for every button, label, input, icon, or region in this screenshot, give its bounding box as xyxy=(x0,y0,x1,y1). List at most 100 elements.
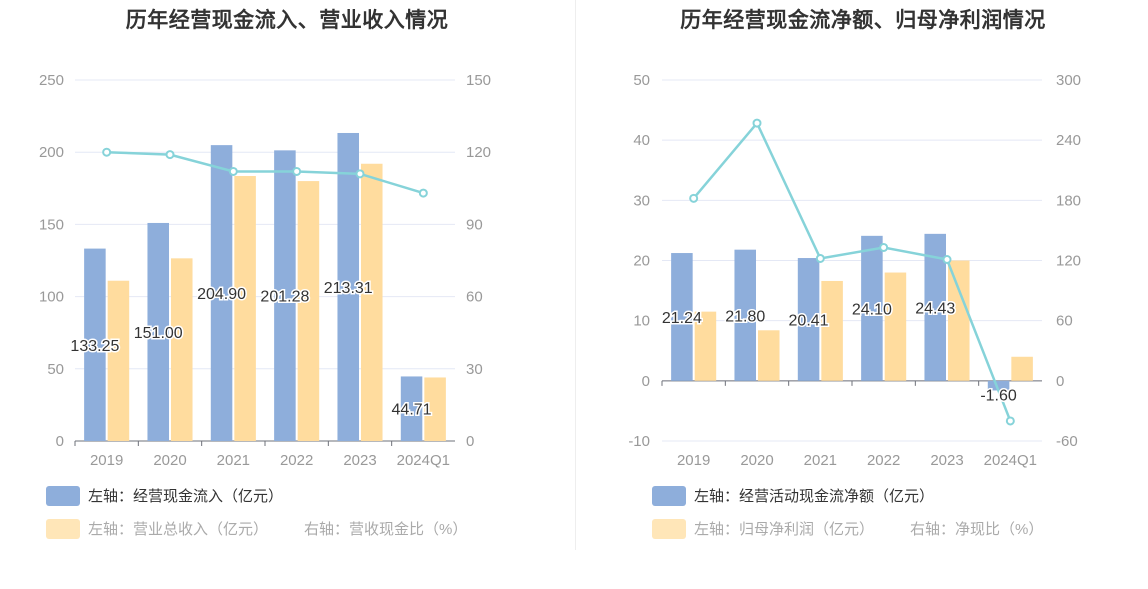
y-right-tick-label: 30 xyxy=(466,361,483,378)
line-point xyxy=(165,150,175,160)
y-left-tick-label: 30 xyxy=(633,192,650,209)
x-tick-label: 2024Q1 xyxy=(984,452,1037,469)
panel-divider xyxy=(575,0,576,550)
y-right-tick-label: 240 xyxy=(1056,132,1081,149)
legend-item-bar-primary[interactable]: 左轴：经营现金流入（亿元） xyxy=(46,485,283,506)
bar-data-label: 44.71 xyxy=(392,402,432,419)
legend-row-secondary: 左轴：营业总收入（亿元） 右轴：营收现金比（%） xyxy=(46,518,467,539)
y-right-tick-label: 120 xyxy=(466,144,491,161)
x-tick-label: 2020 xyxy=(740,452,773,469)
bar-primary xyxy=(861,235,883,381)
line-point xyxy=(815,253,825,263)
bar-primary xyxy=(987,380,1010,391)
x-tick-label: 2019 xyxy=(90,452,123,469)
bar-secondary xyxy=(694,311,717,381)
y-left-tick-label: -10 xyxy=(628,433,650,450)
y-left-tick-label: 0 xyxy=(56,433,64,450)
line-point xyxy=(228,166,238,176)
legend-swatch xyxy=(652,518,686,539)
legend-swatch xyxy=(46,485,80,506)
legend-label: 左轴：归母净利润（亿元） xyxy=(694,521,875,538)
legend-label: 左轴：经营活动现金流净额（亿元） xyxy=(694,488,935,505)
bar-secondary xyxy=(948,260,970,381)
bar-primary xyxy=(147,222,169,441)
bar-data-label: 204.90 xyxy=(197,286,246,303)
bar-data-label: 213.31 xyxy=(324,280,373,297)
bar-data-label: 20.41 xyxy=(789,312,829,329)
y-right-tick-label: 60 xyxy=(466,289,483,306)
x-tick-label: 2023 xyxy=(343,452,376,469)
legend-item-line[interactable]: 右轴：营收现金比（%） xyxy=(296,518,467,539)
chart-panel-left: 历年经营现金流入、营业收入情况 0 50 100 150 200 250 0 30 60 90 12… xyxy=(0,0,574,560)
x-tick-label: 2023 xyxy=(930,452,963,469)
legend-label: 左轴：营业总收入（亿元） xyxy=(88,521,269,538)
legend-item-line[interactable]: 右轴：净现比（%） xyxy=(902,518,1043,539)
y-right-tick-label: 180 xyxy=(1056,192,1081,209)
bar-data-label: 24.10 xyxy=(852,301,892,318)
y-right-tick-label: 150 xyxy=(466,72,491,89)
line-point xyxy=(418,188,428,198)
x-tick-label: 2022 xyxy=(867,452,900,469)
y-right-tick-label: 90 xyxy=(466,216,483,233)
bar-data-label: -1.60 xyxy=(980,387,1017,404)
legend-swatch xyxy=(46,518,80,539)
y-right-tick-label: 0 xyxy=(466,433,474,450)
bar-primary xyxy=(400,376,423,441)
bar-secondary xyxy=(424,377,446,441)
bar-secondary xyxy=(234,176,256,441)
line-point xyxy=(102,147,112,157)
legend-item-bar-primary[interactable]: 左轴：经营活动现金流净额（亿元） xyxy=(652,485,934,506)
y-left-tick-label: 150 xyxy=(39,216,64,233)
x-tick-label: 2020 xyxy=(153,452,186,469)
bar-data-label: 21.24 xyxy=(662,310,702,327)
line-point xyxy=(942,254,952,264)
x-tick-label: 2019 xyxy=(677,452,710,469)
chart-plot-left: 0 50 100 150 200 250 0 30 60 90 120 150 2019 2020 2021… xyxy=(39,72,491,469)
chart-panel-right: 历年经营现金流净额、归母净利润情况 -10 0 10 20 30 40 50 -60 0 60 12… xyxy=(576,0,1148,560)
line-point xyxy=(292,166,302,176)
y-left-tick-label: 50 xyxy=(47,361,64,378)
legend-row-secondary: 左轴：归母净利润（亿元） 右轴：净现比（%） xyxy=(652,518,1043,539)
bar-primary xyxy=(797,258,820,381)
bar-data-label: 21.80 xyxy=(725,308,765,325)
y-left-tick-label: 100 xyxy=(39,289,64,306)
y-right-tick-label: -60 xyxy=(1056,433,1078,450)
bar-data-label: 201.28 xyxy=(260,289,309,306)
bar-data-label: 24.43 xyxy=(915,300,955,317)
legend-label: 右轴：营收现金比（%） xyxy=(304,521,468,538)
chart-title: 历年经营现金流净额、归母净利润情况 xyxy=(680,9,1046,32)
bar-primary xyxy=(671,253,693,381)
line-point xyxy=(1005,416,1015,426)
bar-primary xyxy=(734,249,756,381)
legend-label: 左轴：经营现金流入（亿元） xyxy=(88,488,284,505)
bar-primary xyxy=(210,145,233,442)
y-left-tick-label: 50 xyxy=(633,72,650,89)
bar-data-label: 133.25 xyxy=(70,338,119,355)
bar-secondary xyxy=(884,272,907,381)
legend-item-bar-secondary[interactable]: 左轴：营业总收入（亿元） xyxy=(46,518,268,539)
bar-primary xyxy=(924,233,946,381)
line-point xyxy=(689,193,699,203)
line-series xyxy=(692,120,1012,422)
line-point xyxy=(752,118,762,128)
bar-primary xyxy=(274,150,296,441)
y-right-tick-label: 120 xyxy=(1056,253,1081,270)
y-left-tick-label: 200 xyxy=(39,144,64,161)
legend-label: 右轴：净现比（%） xyxy=(910,521,1044,538)
x-tick-label: 2022 xyxy=(280,452,313,469)
bar-secondary xyxy=(107,280,130,441)
bar-secondary xyxy=(297,181,320,441)
x-tick-label: 2021 xyxy=(804,452,837,469)
x-tick-label: 2021 xyxy=(217,452,250,469)
line-point xyxy=(355,169,365,179)
line-point xyxy=(879,242,889,252)
bar-secondary xyxy=(1011,356,1033,381)
bar-primary xyxy=(84,248,106,441)
legend-item-bar-secondary[interactable]: 左轴：归母净利润（亿元） xyxy=(652,518,874,539)
y-right-tick-label: 0 xyxy=(1056,373,1064,390)
y-left-tick-label: 0 xyxy=(642,373,650,390)
bar-primary xyxy=(337,132,359,442)
chart-title: 历年经营现金流入、营业收入情况 xyxy=(125,9,449,32)
y-left-tick-label: 20 xyxy=(633,253,650,270)
y-left-tick-label: 40 xyxy=(633,132,650,149)
